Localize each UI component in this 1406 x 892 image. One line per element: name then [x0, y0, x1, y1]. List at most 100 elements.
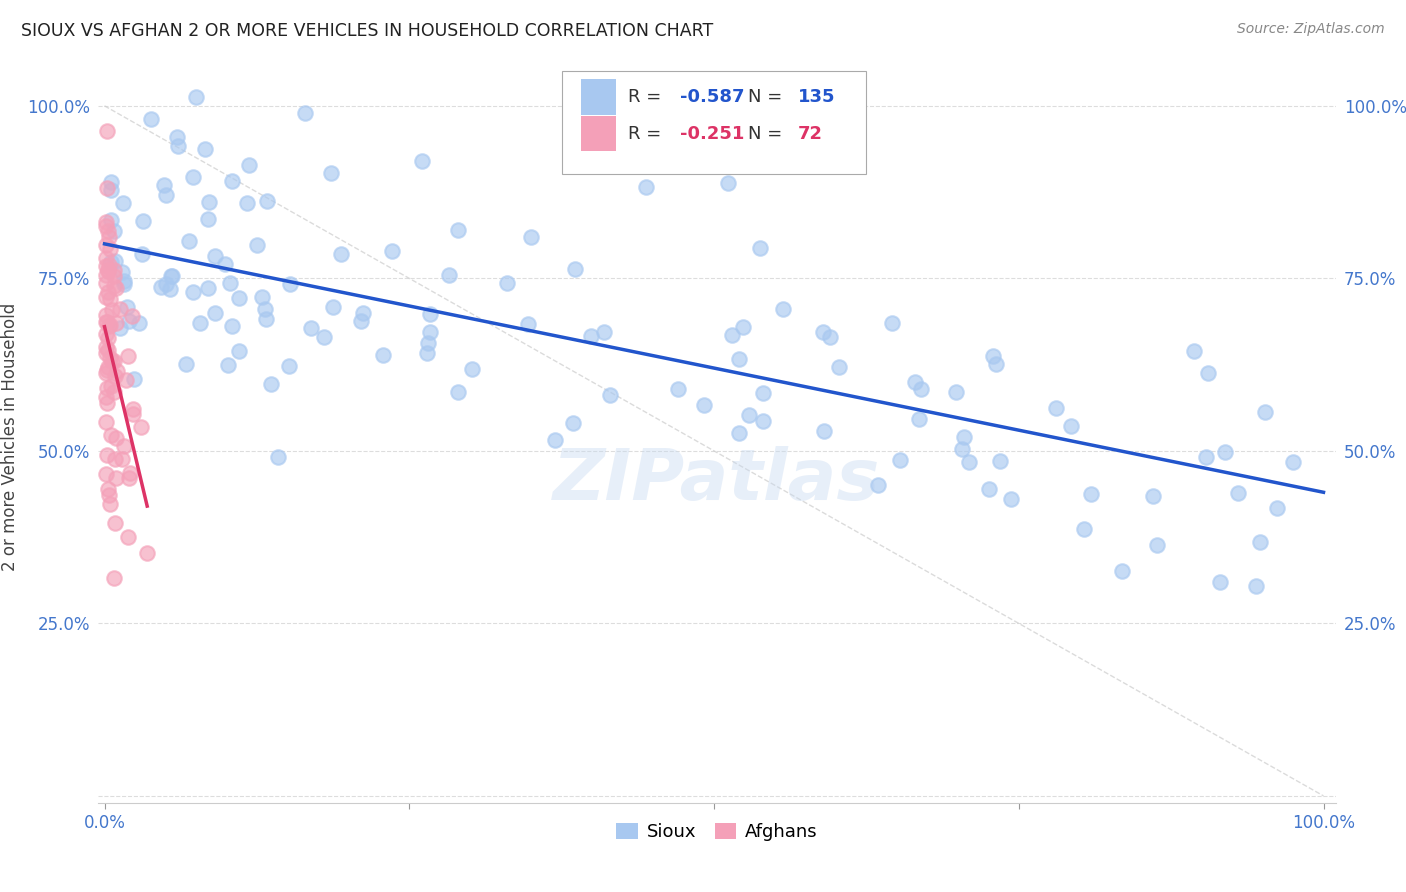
- Point: [204, 306, 226, 320]
- Point: [105, 364, 128, 378]
- Text: ZIPatlas: ZIPatlas: [554, 447, 880, 516]
- Point: [100, 378, 122, 392]
- Point: [96, 381, 118, 395]
- Point: [97, 343, 120, 358]
- Point: [96, 396, 118, 410]
- Point: [160, 268, 183, 283]
- Point: [950, 442, 973, 456]
- Point: [959, 455, 981, 469]
- Point: [155, 188, 177, 202]
- Point: [495, 277, 517, 291]
- Point: [159, 268, 181, 283]
- Point: [437, 268, 460, 282]
- Point: [721, 328, 744, 343]
- Point: [1249, 535, 1271, 549]
- Point: [692, 398, 714, 412]
- Point: [228, 344, 250, 359]
- Point: [1194, 450, 1216, 464]
- Point: [97, 263, 120, 277]
- Point: [115, 373, 138, 387]
- Point: [866, 478, 889, 492]
- Text: -0.251: -0.251: [681, 125, 744, 143]
- Point: [98, 497, 121, 511]
- Point: [908, 411, 931, 425]
- Text: Source: ZipAtlas.com: Source: ZipAtlas.com: [1237, 22, 1385, 37]
- Point: [104, 471, 127, 485]
- Point: [516, 317, 538, 331]
- Point: [579, 329, 602, 343]
- Point: [112, 274, 135, 288]
- Point: [117, 313, 139, 327]
- Point: [98, 292, 121, 306]
- Point: [96, 124, 118, 138]
- Point: [139, 112, 162, 127]
- Point: [828, 359, 851, 374]
- Point: [155, 277, 177, 291]
- Point: [254, 302, 277, 317]
- Text: R =: R =: [628, 125, 666, 143]
- Point: [221, 173, 243, 187]
- Point: [100, 213, 122, 227]
- Legend: Sioux, Afghans: Sioux, Afghans: [609, 816, 825, 848]
- Point: [104, 368, 127, 383]
- Point: [460, 362, 482, 376]
- Point: [100, 427, 122, 442]
- Point: [197, 211, 219, 226]
- Point: [236, 195, 259, 210]
- Point: [314, 330, 336, 344]
- Point: [880, 316, 903, 330]
- Point: [371, 348, 394, 362]
- Point: [131, 247, 153, 261]
- Point: [105, 317, 128, 331]
- Text: SIOUX VS AFGHAN 2 OR MORE VEHICLES IN HOUSEHOLD CORRELATION CHART: SIOUX VS AFGHAN 2 OR MORE VEHICLES IN HO…: [21, 22, 713, 40]
- Point: [94, 215, 117, 229]
- Point: [100, 175, 122, 189]
- Text: -0.587: -0.587: [681, 88, 744, 106]
- Point: [194, 142, 217, 156]
- Point: [94, 415, 117, 429]
- Point: [94, 346, 117, 360]
- Point: [322, 300, 344, 314]
- Point: [447, 384, 470, 399]
- Point: [94, 315, 117, 329]
- Point: [811, 325, 834, 339]
- Point: [103, 452, 125, 467]
- Point: [1146, 538, 1168, 552]
- Text: N =: N =: [748, 88, 787, 106]
- Point: [411, 153, 433, 168]
- Point: [98, 242, 121, 256]
- Point: [738, 409, 761, 423]
- Point: [150, 280, 173, 294]
- Point: [1045, 401, 1067, 415]
- Point: [543, 433, 565, 447]
- Point: [97, 224, 120, 238]
- Point: [981, 349, 1004, 363]
- Text: N =: N =: [748, 125, 787, 143]
- Point: [94, 308, 117, 322]
- Point: [176, 358, 198, 372]
- Point: [100, 183, 122, 197]
- Point: [97, 488, 120, 502]
- Point: [1073, 522, 1095, 536]
- Point: [910, 382, 932, 396]
- Point: [984, 357, 1007, 371]
- Point: [108, 301, 131, 316]
- Point: [96, 448, 118, 462]
- Point: [299, 320, 322, 334]
- Point: [167, 139, 190, 153]
- Point: [100, 354, 122, 368]
- Point: [813, 425, 835, 439]
- FancyBboxPatch shape: [581, 116, 616, 151]
- Point: [94, 268, 117, 282]
- Point: [592, 325, 614, 339]
- Point: [748, 241, 770, 255]
- Point: [103, 224, 125, 238]
- Point: [100, 255, 122, 269]
- Point: [110, 321, 132, 335]
- Point: [419, 325, 441, 339]
- Point: [97, 331, 120, 345]
- Y-axis label: 2 or more Vehicles in Household: 2 or more Vehicles in Household: [1, 303, 18, 571]
- Point: [945, 384, 967, 399]
- Point: [103, 571, 125, 585]
- Point: [104, 253, 127, 268]
